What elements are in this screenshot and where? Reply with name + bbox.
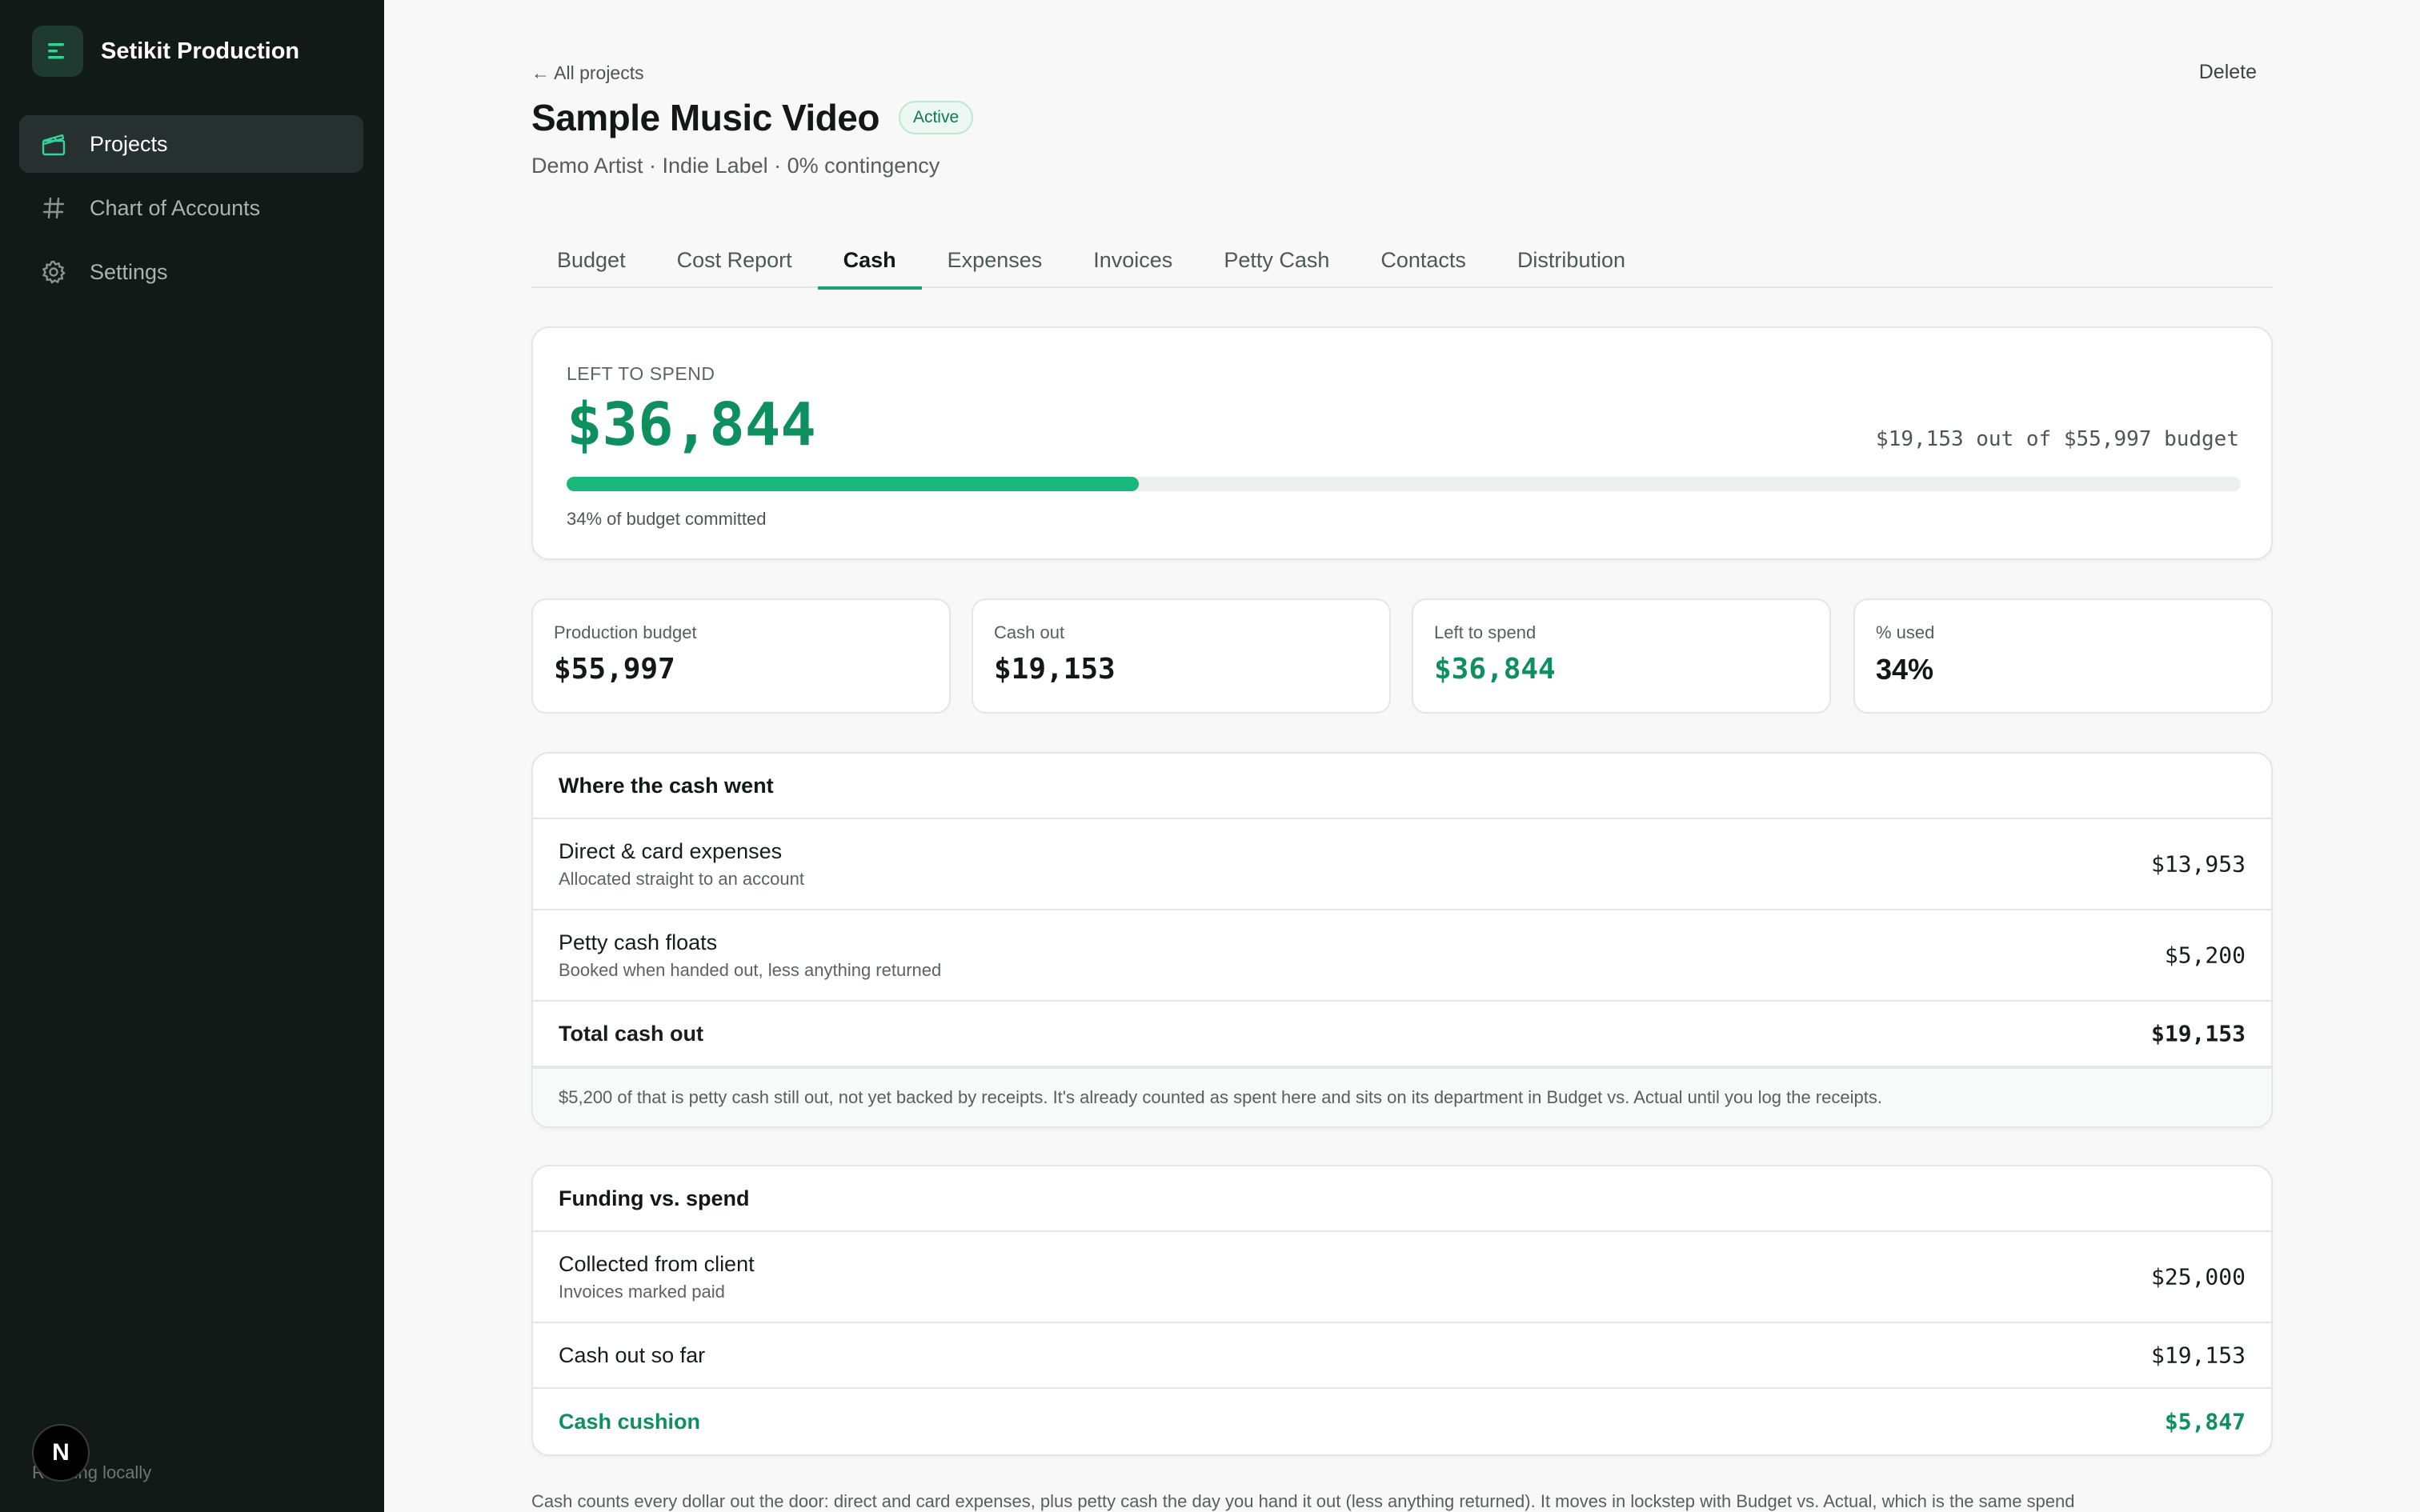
stat-left-to-spend: Left to spend $36,844	[1412, 598, 1831, 714]
delete-project-button[interactable]: Delete	[2198, 61, 2257, 83]
row-title: Cash out so far	[559, 1342, 706, 1367]
row-amount: $19,153	[2150, 1020, 2246, 1047]
row-title: Cash cushion	[559, 1409, 701, 1434]
stat-percent-used: % used 34%	[1853, 598, 2273, 714]
row-amount: $5,200	[2164, 942, 2246, 969]
stat-label: Cash out	[994, 622, 1065, 642]
stat-label: Production budget	[554, 622, 697, 642]
tab-expenses[interactable]: Expenses	[947, 247, 1043, 272]
row-subtitle: Booked when handed out, less anything re…	[559, 959, 942, 980]
stat-label: % used	[1876, 622, 1935, 642]
row-amount: $19,153	[2150, 1342, 2246, 1369]
stat-value: $55,997	[554, 653, 675, 686]
list-item: Collected from client Invoices marked pa…	[533, 1232, 2271, 1323]
sidebar-item-label: Settings	[90, 259, 168, 284]
row-subtitle: Allocated straight to an account	[559, 868, 804, 889]
sidebar: Setikit Production Projects Chart of Acc…	[0, 0, 384, 1512]
stat-production-budget: Production budget $55,997	[531, 598, 951, 714]
hero-value: $36,844	[567, 390, 816, 459]
page-title: Sample Music Video	[531, 97, 879, 138]
tab-contacts[interactable]: Contacts	[1380, 247, 1466, 272]
brand-logo-icon	[32, 26, 83, 77]
dev-tools-badge[interactable]: N	[32, 1424, 90, 1482]
funding-vs-spend-card: Funding vs. spend Collected from client …	[531, 1165, 2273, 1456]
sidebar-item-projects[interactable]: Projects	[19, 115, 363, 173]
list-item: Cash out so far $19,153	[533, 1323, 2271, 1389]
tab-invoices[interactable]: Invoices	[1093, 247, 1173, 272]
gear-icon	[40, 258, 67, 286]
list-item: Direct & card expenses Allocated straigh…	[533, 819, 2271, 910]
tab-distribution[interactable]: Distribution	[1517, 247, 1625, 272]
tab-petty-cash[interactable]: Petty Cash	[1224, 247, 1330, 272]
progress-note: 34% of budget committed	[567, 509, 767, 529]
hash-icon	[40, 194, 67, 222]
row-subtitle: Invoices marked paid	[559, 1281, 725, 1302]
cash-breakdown-card: Where the cash went Direct & card expens…	[531, 752, 2273, 1128]
stat-cash-out: Cash out $19,153	[972, 598, 1391, 714]
sidebar-item-settings[interactable]: Settings	[19, 243, 363, 301]
section-title: Funding vs. spend	[533, 1166, 2271, 1232]
hero-label: LEFT TO SPEND	[567, 363, 715, 384]
tab-budget[interactable]: Budget	[557, 247, 626, 272]
tab-cash[interactable]: Cash	[817, 232, 922, 290]
budget-summary: $19,153 out of $55,997 budget	[1876, 427, 2239, 451]
row-amount: $25,000	[2150, 1263, 2246, 1290]
app-name: Setikit Production	[101, 38, 300, 64]
project-tabs: Budget Cost Report Cash Expenses Invoice…	[531, 232, 2273, 290]
stat-cards: Production budget $55,997 Cash out $19,1…	[531, 598, 2273, 714]
row-title: Collected from client	[559, 1251, 755, 1276]
budget-progress-bar	[567, 477, 2241, 491]
budget-progress-fill	[567, 477, 1140, 491]
title-row: Sample Music Video Active	[531, 96, 974, 139]
row-title: Total cash out	[559, 1021, 704, 1046]
project-subtitle: Demo Artist · Indie Label · 0% contingen…	[531, 154, 940, 178]
sidebar-nav: Projects Chart of Accounts Settings	[19, 115, 363, 307]
total-row: Total cash out $19,153	[533, 1002, 2271, 1067]
explanation-note: Cash counts every dollar out the door: d…	[531, 1491, 2075, 1511]
sidebar-item-label: Projects	[90, 131, 168, 156]
petty-cash-note: $5,200 of that is petty cash still out, …	[533, 1067, 2271, 1126]
stat-label: Left to spend	[1434, 622, 1537, 642]
left-to-spend-card: LEFT TO SPEND $36,844 $19,153 out of $55…	[531, 326, 2273, 560]
tab-cost-report[interactable]: Cost Report	[676, 247, 792, 272]
stat-value: $19,153	[994, 653, 1116, 686]
brand[interactable]: Setikit Production	[32, 26, 299, 77]
list-item: Petty cash floats Booked when handed out…	[533, 910, 2271, 1002]
row-title: Petty cash floats	[559, 930, 718, 954]
row-amount: $5,847	[2164, 1408, 2246, 1435]
clapperboard-icon	[40, 130, 67, 158]
stat-value: 34%	[1876, 653, 1934, 686]
row-title: Direct & card expenses	[559, 838, 783, 863]
status-badge: Active	[898, 101, 974, 134]
stat-value: $36,844	[1434, 653, 1556, 686]
section-title: Where the cash went	[533, 754, 2271, 819]
back-to-projects-link[interactable]: ← All projects	[531, 62, 644, 83]
sidebar-item-label: Chart of Accounts	[90, 195, 261, 220]
row-amount: $13,953	[2150, 850, 2246, 878]
cash-cushion-row: Cash cushion $5,847	[533, 1389, 2271, 1454]
sidebar-item-chart-of-accounts[interactable]: Chart of Accounts	[19, 179, 363, 237]
